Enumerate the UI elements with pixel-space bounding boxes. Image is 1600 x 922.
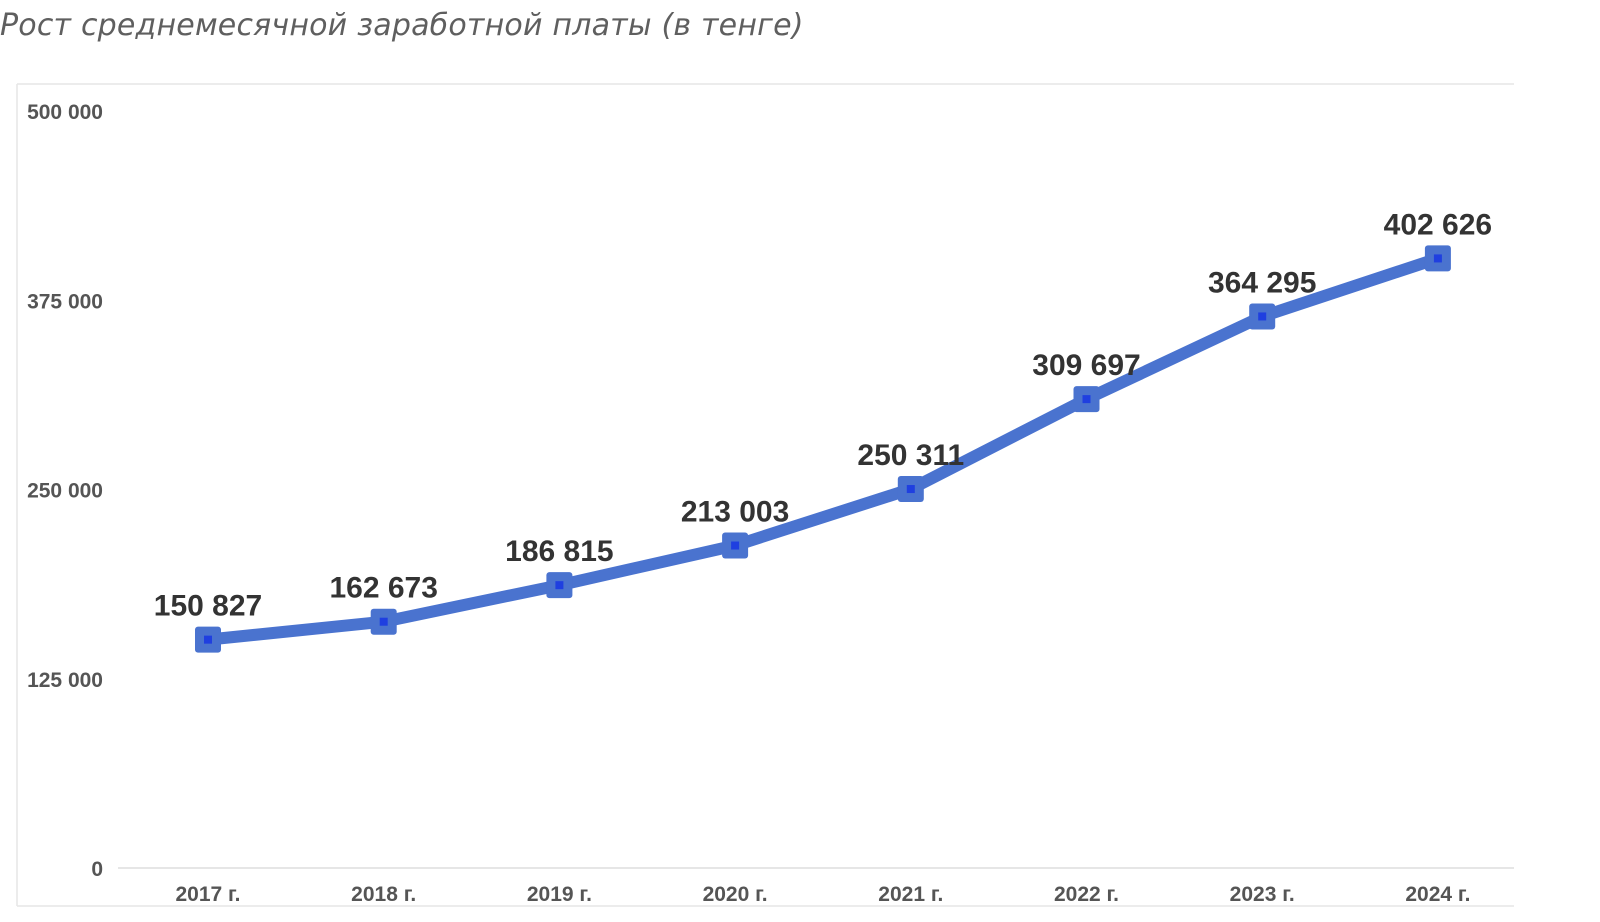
data-point-marker-center: [1258, 312, 1267, 321]
data-point-marker-center: [731, 541, 740, 550]
series-line: [202, 252, 1444, 646]
data-point-marker-center: [204, 635, 212, 644]
y-tick-label: 500 000: [27, 101, 103, 124]
x-tick-label: 2024 г.: [1405, 883, 1470, 906]
data-point-marker-center: [1082, 395, 1091, 404]
chart-title: Рост среднемесячной заработной платы (в …: [0, 8, 804, 43]
x-tick-label: 2022 г.: [1054, 883, 1119, 906]
data-point-marker-center: [555, 581, 564, 590]
x-tick-label: 2023 г.: [1230, 883, 1295, 906]
x-tick-label: 2020 г.: [703, 883, 768, 906]
x-tick-label: 2019 г.: [527, 883, 592, 906]
data-point-marker-center: [1433, 254, 1442, 263]
data-label: 250 311: [857, 439, 964, 472]
x-tick-label: 2018 г.: [351, 883, 416, 906]
y-tick-label: 250 000: [27, 480, 103, 503]
data-label: 186 815: [505, 535, 613, 568]
y-tick-label: 0: [91, 858, 103, 881]
data-label: 162 673: [329, 572, 437, 605]
data-label: 150 827: [154, 590, 262, 623]
data-label: 364 295: [1208, 266, 1316, 299]
x-tick-label: 2017 г.: [175, 883, 240, 906]
data-label: 402 626: [1384, 208, 1492, 241]
data-point-marker-center: [906, 485, 915, 494]
data-label: 213 003: [681, 496, 789, 529]
x-tick-label: 2021 г.: [878, 883, 943, 906]
data-label: 309 697: [1032, 349, 1140, 382]
y-tick-label: 125 000: [27, 669, 103, 692]
y-tick-label: 375 000: [27, 290, 103, 313]
data-point-marker-center: [379, 617, 388, 626]
